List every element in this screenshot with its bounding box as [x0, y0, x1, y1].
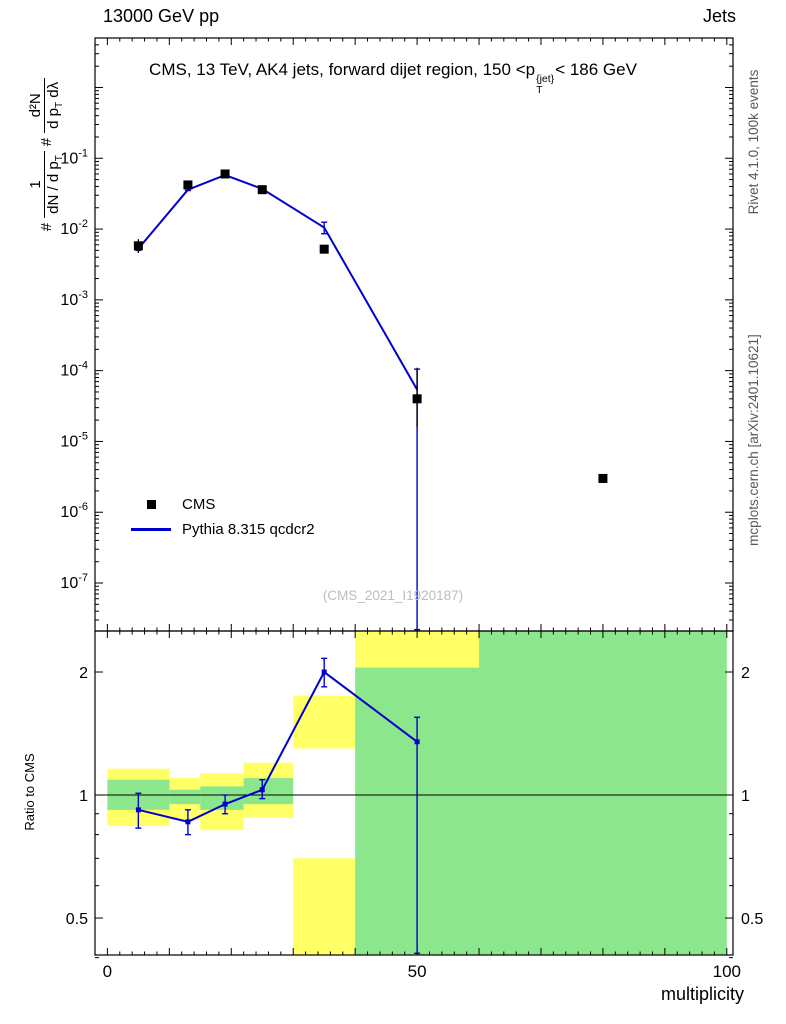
ylabel-hash-1: #: [37, 222, 55, 232]
svg-text:2: 2: [79, 665, 88, 682]
legend: CMS Pythia 8.315 qcdcr2: [128, 492, 315, 542]
legend-label-pythia: Pythia 8.315 qcdcr2: [182, 521, 315, 538]
pt-superscript: {jet}: [536, 73, 555, 85]
ylabel-fraction-2: d²N d pT dλ: [26, 77, 66, 133]
legend-label-cms: CMS: [182, 496, 216, 513]
svg-text:10-6: 10-6: [60, 501, 88, 521]
ylabel-frac2-numerator: d²N: [26, 77, 45, 133]
svg-text:0: 0: [103, 962, 112, 981]
x-axis-label: multiplicity: [660, 984, 744, 1004]
plot-title-pre: CMS, 13 TeV, AK4 jets, forward dijet reg…: [149, 60, 536, 79]
svg-text:0.5: 0.5: [741, 911, 763, 928]
plot-title-post: < 186 GeV: [555, 60, 637, 79]
ylabel-hash-2: #: [37, 137, 55, 147]
pythia-line-icon: [131, 528, 171, 531]
ylabel-fraction-1: 1 dN / d pT: [26, 151, 66, 218]
ylabel-frac2-denominator: d pT dλ: [44, 81, 65, 129]
cms-marker-sample-cell: [128, 500, 174, 509]
svg-text:10-2: 10-2: [60, 218, 88, 238]
beam-energy-label: 13000 GeV pp: [103, 6, 220, 26]
svg-text:10-1: 10-1: [60, 147, 88, 167]
legend-item-cms: CMS: [128, 492, 315, 517]
mcplots-arxiv-note: mcplots.cern.ch [arXiv:2401.10621]: [746, 334, 761, 546]
pt-sup-sub: {jet} T: [536, 73, 555, 97]
rivet-version-note: Rivet 4.1.0, 100k events: [746, 69, 761, 215]
svg-text:10-3: 10-3: [60, 289, 88, 309]
analysis-id-watermark: (CMS_2021_I1920187): [322, 588, 464, 603]
legend-item-pythia: Pythia 8.315 qcdcr2: [128, 517, 315, 542]
ylabel-frac1-denominator: dN / d pT: [44, 155, 65, 214]
pt-subscript: T: [536, 84, 543, 97]
analysis-group-label: Jets: [702, 6, 736, 26]
svg-text:50: 50: [408, 962, 427, 981]
pythia-line-sample-cell: [128, 528, 174, 531]
ylabel-frac1-numerator: 1: [26, 151, 45, 218]
svg-text:10-4: 10-4: [60, 360, 88, 380]
y-axis-label: # 1 dN / d pT # d²N d pT dλ: [18, 2, 74, 302]
svg-text:10-7: 10-7: [60, 572, 88, 592]
plot-title: CMS, 13 TeV, AK4 jets, forward dijet reg…: [149, 60, 637, 96]
svg-text:1: 1: [79, 788, 88, 805]
svg-text:10-5: 10-5: [60, 430, 88, 450]
ratio-y-axis-label: Ratio to CMS: [22, 753, 37, 831]
cms-square-marker-icon: [146, 500, 156, 509]
svg-text:0.5: 0.5: [66, 911, 88, 928]
svg-text:100: 100: [713, 962, 741, 981]
svg-text:1: 1: [741, 788, 750, 805]
svg-text:2: 2: [741, 665, 750, 682]
